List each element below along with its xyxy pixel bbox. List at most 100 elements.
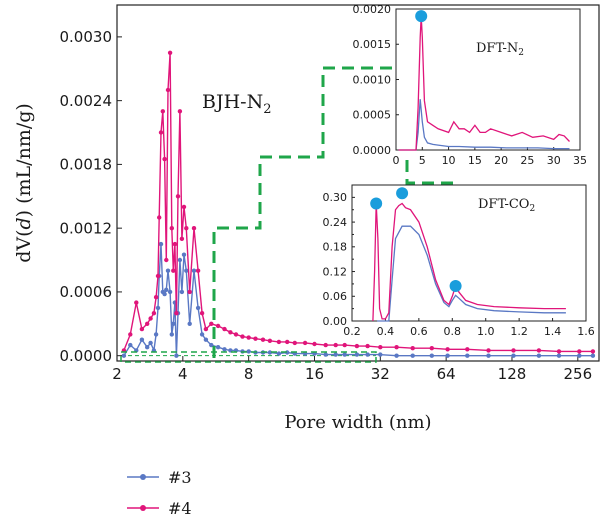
data-point-4 xyxy=(177,109,183,114)
data-point-3 xyxy=(267,350,273,355)
data-point-4 xyxy=(429,346,434,351)
data-point-3 xyxy=(191,268,197,273)
data-point-4 xyxy=(160,109,165,114)
x-tick-label: 35 xyxy=(573,154,587,167)
data-point-3 xyxy=(148,340,153,346)
data-point-4 xyxy=(167,50,173,55)
data-point-4 xyxy=(155,273,161,279)
peak-marker xyxy=(370,197,383,210)
data-point-3 xyxy=(410,353,415,358)
x-tick-label: 1.4 xyxy=(544,325,562,338)
zoom-guide-steps xyxy=(120,66,455,363)
y-tick-label: 0.0012 xyxy=(60,219,113,237)
data-point-3 xyxy=(511,353,516,358)
series-line-4 xyxy=(372,202,566,322)
data-point-4 xyxy=(536,348,542,353)
inset-co2-y-ticks: 0.000.030.060.090.120.150.180.210.240.27… xyxy=(323,191,355,328)
data-point-4 xyxy=(165,87,171,93)
y-tick-label: 0.12 xyxy=(323,265,348,278)
inset-n2-background xyxy=(396,9,580,150)
x-tick-label: 4 xyxy=(178,365,188,383)
data-point-4 xyxy=(260,337,266,342)
y-tick-label: 0.0005 xyxy=(353,109,392,122)
data-point-4 xyxy=(191,226,197,231)
legend-item-3: #3 xyxy=(127,468,192,487)
y-tick-label: 0.0030 xyxy=(60,28,113,46)
data-point-3 xyxy=(577,353,582,358)
data-point-4 xyxy=(172,241,178,247)
inset-co2-x-ticks: 0.2 0.4 0.6 0.8 1.0 1.2 1.4 1.6 xyxy=(343,318,595,338)
data-point-4 xyxy=(151,311,157,316)
main-y-ticks: 0.0000 0.0006 0.0012 0.0018 0.0024 0.0030 xyxy=(60,28,122,365)
x-tick-label: 5 xyxy=(419,154,426,167)
y-axis-label: dV(d) (mL/nm/g) xyxy=(13,103,35,263)
data-point-4 xyxy=(486,348,491,353)
data-point-3 xyxy=(333,352,338,357)
y-tick-label: 0.30 xyxy=(323,191,348,204)
data-point-3 xyxy=(246,349,251,354)
data-point-3 xyxy=(139,337,145,342)
data-point-3 xyxy=(365,352,370,357)
main-plot-frame xyxy=(116,4,600,362)
data-point-4 xyxy=(171,268,176,273)
x-tick-label: 10 xyxy=(442,154,456,167)
data-point-4 xyxy=(511,348,516,353)
x-tick-label: 15 xyxy=(468,154,482,167)
data-point-4 xyxy=(164,257,169,263)
data-point-4 xyxy=(181,204,187,210)
data-point-4 xyxy=(312,341,317,347)
data-point-3 xyxy=(177,257,183,263)
data-point-3 xyxy=(184,268,189,273)
zoom-step-upper xyxy=(212,66,393,358)
x-axis-label: Pore width (nm) xyxy=(284,412,431,433)
data-point-4 xyxy=(162,156,167,162)
data-point-4 xyxy=(285,339,290,345)
inset-co2-background xyxy=(352,185,586,321)
x-tick-label: 1.0 xyxy=(477,325,495,338)
data-point-4 xyxy=(228,330,233,335)
data-point-4 xyxy=(394,345,399,350)
data-point-3 xyxy=(354,352,360,357)
x-tick-label: 0.2 xyxy=(343,325,361,338)
inset-co2-frame xyxy=(351,184,587,322)
x-tick-label: 64 xyxy=(437,365,456,383)
data-point-4 xyxy=(577,349,582,354)
data-point-4 xyxy=(410,346,415,351)
peak-marker xyxy=(415,10,428,23)
zoom-region-box xyxy=(120,351,377,363)
data-point-4 xyxy=(323,342,328,348)
legend-label-4: #4 xyxy=(168,499,192,518)
data-point-4 xyxy=(134,300,139,305)
data-point-4 xyxy=(199,311,205,316)
data-point-3 xyxy=(187,321,192,326)
x-tick-label: 256 xyxy=(563,365,592,383)
data-point-3 xyxy=(486,353,491,358)
data-point-3 xyxy=(155,305,161,311)
data-point-3 xyxy=(181,252,187,257)
data-point-3 xyxy=(429,353,434,358)
inset-n2-x-ticks: 0 5 10 15 20 25 30 35 xyxy=(393,147,587,167)
peak-marker xyxy=(396,187,409,200)
y-tick-label: 0.0024 xyxy=(60,92,113,110)
data-point-4 xyxy=(158,130,164,135)
data-point-3 xyxy=(145,345,150,350)
legend-label-3: #3 xyxy=(168,468,192,487)
data-point-4 xyxy=(267,338,273,343)
data-point-4 xyxy=(253,336,258,341)
data-point-4 xyxy=(342,342,347,348)
y-tick-label: 0.0015 xyxy=(353,38,392,51)
data-point-4 xyxy=(215,323,221,329)
data-point-3 xyxy=(222,347,227,352)
series-line-3 xyxy=(377,225,566,322)
data-point-4 xyxy=(195,268,201,273)
data-point-3 xyxy=(445,353,450,358)
data-point-3 xyxy=(203,337,209,342)
y-tick-label: 0.0020 xyxy=(353,3,392,16)
inset-n2-annotation: DFT-N2 xyxy=(476,41,524,58)
x-tick-label: 8 xyxy=(244,365,254,383)
data-point-3 xyxy=(171,321,176,326)
data-point-3 xyxy=(394,353,399,358)
data-point-3 xyxy=(195,305,201,311)
